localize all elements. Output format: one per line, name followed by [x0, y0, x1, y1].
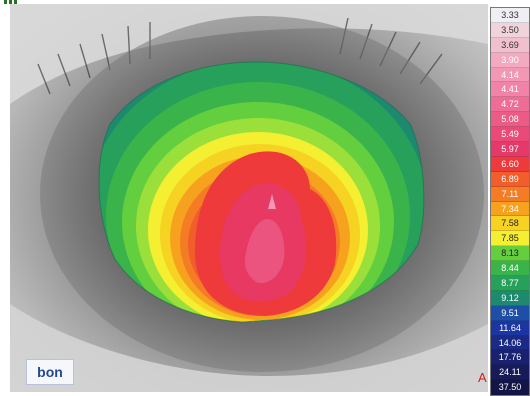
scale-value: 11.64 — [491, 320, 529, 336]
scale-value: 5.08 — [491, 112, 529, 128]
scale-value: 4.14 — [491, 67, 529, 83]
scale-value: 8.44 — [491, 261, 529, 277]
scale-value: 8.77 — [491, 276, 529, 291]
brand-logo: bon — [26, 359, 74, 385]
scale-value: 8.13 — [491, 246, 529, 262]
scale-value: 7.11 — [491, 186, 529, 202]
scale-value: 4.72 — [491, 97, 529, 113]
scale-value: 3.69 — [491, 37, 529, 53]
scale-value: 6.60 — [491, 156, 529, 172]
corner-label: A — [478, 370, 487, 385]
scale-value: 17.76 — [491, 350, 529, 366]
scale-value: 4.41 — [491, 82, 529, 98]
scale-value: 7.34 — [491, 201, 529, 217]
color-scale-legend: 3.33 3.50 3.69 3.90 4.14 4.41 4.72 5.08 5.49 5.97… — [490, 7, 530, 396]
scale-value: 37.50 — [491, 380, 529, 396]
scale-value: 14.06 — [491, 335, 529, 351]
scale-value: 24.11 — [491, 365, 529, 381]
scale-value: 3.90 — [491, 52, 529, 68]
scale-value: 5.49 — [491, 127, 529, 143]
scale-value: 9.51 — [491, 305, 529, 321]
scale-value: 6.89 — [491, 171, 529, 187]
scale-value: 3.50 — [491, 22, 529, 38]
scale-value: 7.85 — [491, 231, 529, 247]
top-left-marker — [0, 0, 20, 4]
scale-value: 5.97 — [491, 142, 529, 157]
corneal-topography-image — [10, 4, 488, 392]
scale-value: 3.33 — [491, 8, 529, 23]
scale-value: 9.12 — [491, 290, 529, 306]
scale-value: 7.58 — [491, 216, 529, 232]
